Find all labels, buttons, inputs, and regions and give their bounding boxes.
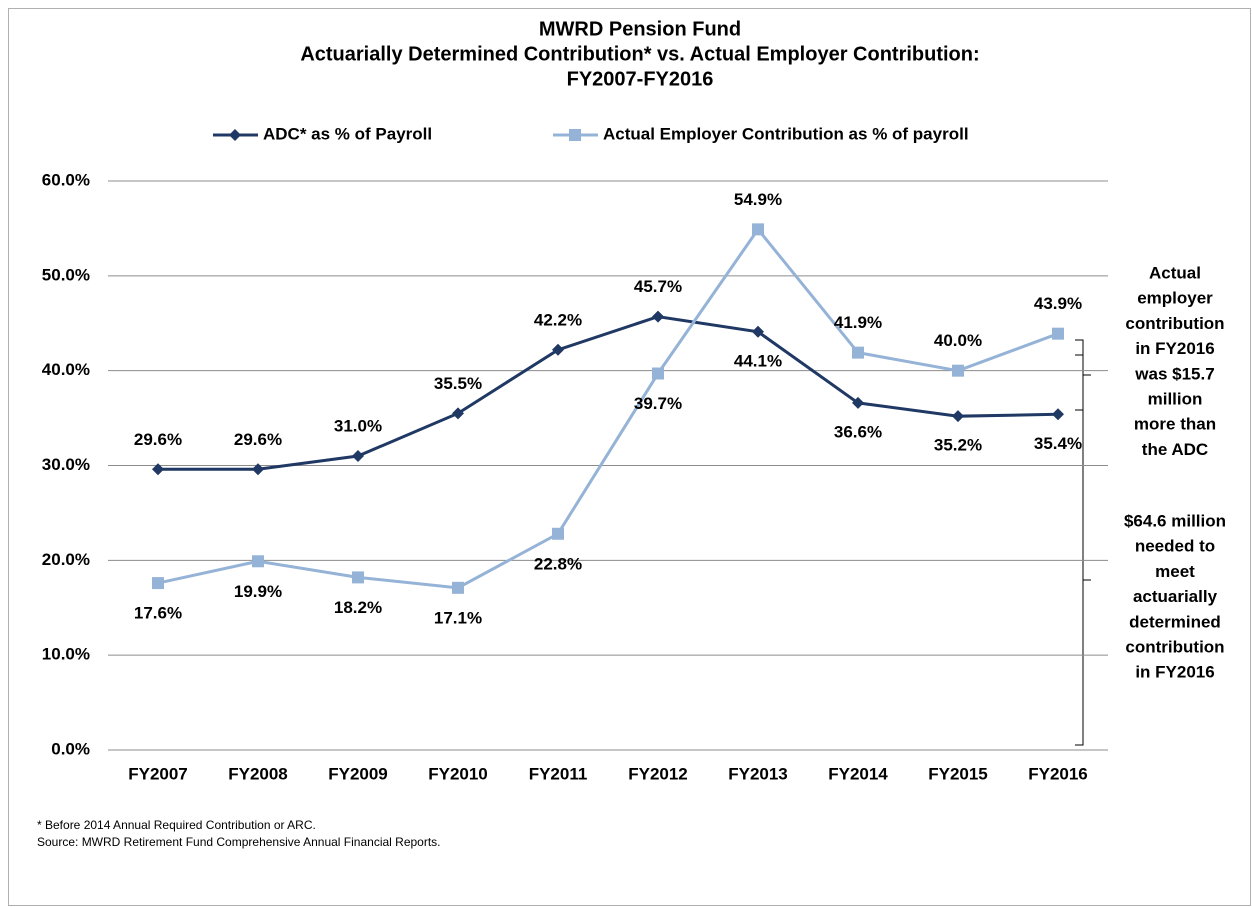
bracket <box>1075 354 1091 746</box>
marker <box>852 396 864 409</box>
annotation: in FY2016 <box>1135 663 1214 682</box>
data-label: 41.9% <box>834 313 882 332</box>
annotation: in FY2016 <box>1135 339 1214 358</box>
marker <box>852 346 864 359</box>
marker <box>252 463 264 476</box>
data-label: 17.6% <box>134 604 182 623</box>
data-label: 43.9% <box>1034 294 1082 313</box>
data-label: 35.2% <box>934 436 982 455</box>
marker <box>652 310 664 323</box>
x-tick-label: FY2016 <box>1028 764 1088 783</box>
marker <box>252 555 264 568</box>
y-tick-label: 30.0% <box>42 455 90 474</box>
footnote: Source: MWRD Retirement Fund Comprehensi… <box>37 835 441 849</box>
data-label: 44.1% <box>734 351 782 370</box>
data-label: 35.5% <box>434 374 482 393</box>
marker <box>952 410 964 423</box>
annotation: determined <box>1129 612 1221 631</box>
x-tick-label: FY2011 <box>529 764 588 783</box>
x-tick-label: FY2010 <box>428 764 488 783</box>
data-label: 42.2% <box>534 310 582 329</box>
marker <box>229 129 241 141</box>
y-tick-label: 20.0% <box>42 550 90 569</box>
data-label: 54.9% <box>734 190 782 209</box>
marker <box>1052 327 1064 340</box>
y-tick-label: 40.0% <box>42 360 90 379</box>
y-tick-label: 50.0% <box>42 265 90 284</box>
data-label: 36.6% <box>834 422 882 441</box>
annotation: $64.6 million <box>1124 511 1226 530</box>
annotation: actuarially <box>1133 587 1218 606</box>
marker <box>752 223 764 236</box>
x-tick-label: FY2008 <box>228 764 288 783</box>
data-label: 29.6% <box>234 430 282 449</box>
marker <box>152 463 164 476</box>
marker <box>569 129 581 141</box>
annotation: meet <box>1155 562 1195 581</box>
marker <box>352 571 364 584</box>
data-label: 19.9% <box>234 582 282 601</box>
annotation: employer <box>1137 289 1213 308</box>
legend-label: Actual Employer Contribution as % of pay… <box>603 124 969 143</box>
annotation: Actual <box>1149 263 1201 282</box>
line-series <box>158 315 1059 471</box>
chart-title: MWRD Pension Fund <box>539 18 741 40</box>
chart-title: FY2007-FY2016 <box>567 68 714 90</box>
x-tick-label: FY2012 <box>628 764 688 783</box>
line-series <box>157 226 1059 590</box>
data-label: 18.2% <box>334 598 382 617</box>
marker <box>452 407 464 420</box>
annotation: contribution <box>1125 314 1224 333</box>
data-label: 17.1% <box>434 608 482 627</box>
chart-title: Actuarially Determined Contribution* vs.… <box>300 43 979 65</box>
annotation: was $15.7 <box>1134 364 1214 383</box>
data-label: 40.0% <box>934 331 982 350</box>
x-tick-label: FY2007 <box>128 764 188 783</box>
footnote: * Before 2014 Annual Required Contributi… <box>37 818 316 832</box>
marker <box>552 343 564 356</box>
annotation: contribution <box>1125 637 1224 656</box>
x-tick-label: FY2015 <box>928 764 988 783</box>
annotation: the ADC <box>1142 440 1208 459</box>
y-tick-label: 10.0% <box>42 645 90 664</box>
data-label: 22.8% <box>534 554 582 573</box>
marker <box>452 581 464 594</box>
data-label: 35.4% <box>1034 434 1082 453</box>
annotation: million <box>1148 389 1203 408</box>
y-tick-label: 0.0% <box>51 739 90 758</box>
chart-border <box>8 8 1251 906</box>
data-label: 45.7% <box>634 277 682 296</box>
x-tick-label: FY2009 <box>328 764 388 783</box>
marker <box>652 367 664 380</box>
x-tick-label: FY2013 <box>728 764 788 783</box>
data-label: 31.0% <box>334 417 382 436</box>
y-tick-label: 60.0% <box>42 170 90 189</box>
marker <box>152 577 164 590</box>
marker <box>1052 408 1064 421</box>
marker <box>952 364 964 377</box>
data-label: 29.6% <box>134 430 182 449</box>
marker <box>752 325 764 338</box>
data-label: 39.7% <box>634 394 682 413</box>
marker <box>552 527 564 540</box>
annotation: needed to <box>1135 537 1215 556</box>
x-tick-label: FY2014 <box>828 764 888 783</box>
marker <box>352 450 364 463</box>
annotation: more than <box>1134 415 1216 434</box>
legend-label: ADC* as % of Payroll <box>263 124 432 143</box>
